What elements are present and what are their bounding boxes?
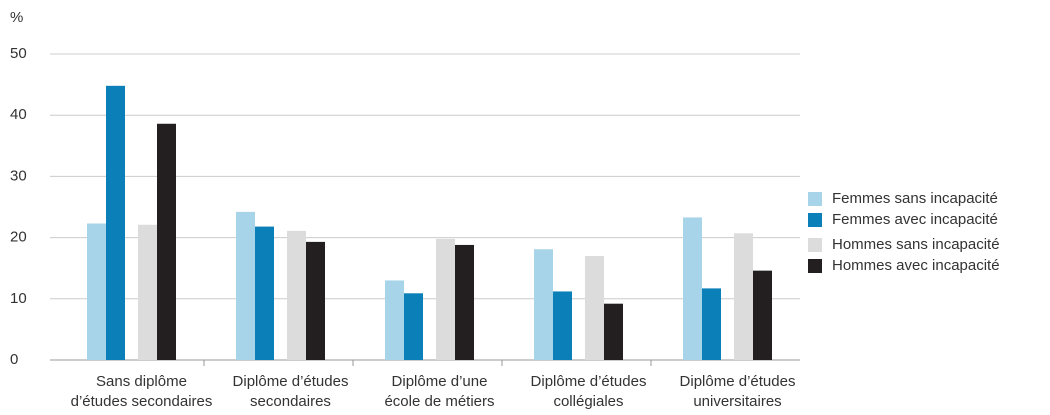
- bar: [236, 211, 255, 360]
- x-tick-label: Diplôme d’études: [531, 373, 647, 390]
- legend-swatch: [808, 213, 822, 227]
- bar: [585, 255, 604, 360]
- legend-swatch: [808, 238, 822, 252]
- bar: [255, 226, 274, 360]
- bar: [455, 244, 474, 360]
- x-tick-label: universitaires: [693, 393, 781, 410]
- y-tick-label: 10: [10, 290, 27, 307]
- bar: [138, 224, 157, 360]
- legend-label: Hommes avec incapacité: [832, 257, 1000, 274]
- y-tick-label: 0: [10, 351, 18, 368]
- bar: [157, 123, 176, 360]
- x-tick-label: secondaires: [250, 393, 331, 410]
- y-tick-label: 40: [10, 106, 27, 123]
- legend-swatch: [808, 192, 822, 206]
- bar: [87, 223, 106, 360]
- bar: [734, 233, 753, 360]
- bar: [534, 249, 553, 360]
- y-tick-label: 30: [10, 167, 27, 184]
- x-tick-label: Sans diplôme: [96, 373, 187, 390]
- y-tick-label: 50: [10, 45, 27, 62]
- legend-label: Femmes avec incapacité: [832, 211, 998, 228]
- bar: [404, 293, 423, 360]
- bar: [553, 291, 572, 360]
- y-axis-unit: %: [10, 9, 23, 26]
- bar: [436, 238, 455, 360]
- bar: [753, 270, 772, 360]
- x-tick-label: Diplôme d’études: [233, 373, 349, 390]
- bar: [604, 303, 623, 360]
- x-tick-label: d’études secondaires: [71, 393, 213, 410]
- x-tick-label: collégiales: [553, 393, 623, 410]
- legend-label: Hommes sans incapacité: [832, 236, 1000, 253]
- bar: [683, 217, 702, 360]
- bar: [702, 288, 721, 360]
- bar: [287, 230, 306, 360]
- y-tick-label: 20: [10, 229, 27, 246]
- legend-swatch: [808, 259, 822, 273]
- x-tick-label: Diplôme d’études: [680, 373, 796, 390]
- x-tick-label: école de métiers: [384, 393, 494, 410]
- bar: [385, 280, 404, 360]
- x-tick-label: Diplôme d’une: [392, 373, 488, 390]
- bar: [306, 241, 325, 360]
- legend-label: Femmes sans incapacité: [832, 190, 998, 207]
- bar: [106, 85, 125, 360]
